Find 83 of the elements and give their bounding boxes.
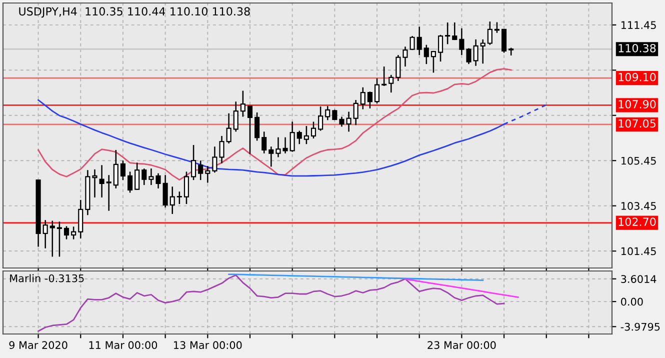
candlestick: [374, 78, 380, 104]
candlestick: [388, 74, 394, 94]
x-tick-label: 13 Mar 00:00: [174, 341, 242, 350]
candlestick: [254, 112, 260, 142]
candlestick: [205, 165, 210, 184]
candlestick: [473, 38, 478, 66]
candlestick: [424, 44, 429, 65]
y-tick-label: 0.00: [621, 298, 643, 306]
candlestick: [325, 105, 330, 121]
candlestick: [233, 100, 238, 132]
y-tick-label: 105.45: [621, 156, 656, 165]
y-tick-label: 3.6014: [621, 275, 656, 283]
candlestick: [353, 99, 358, 126]
candlestick: [445, 22, 450, 45]
candlestick: [480, 38, 486, 64]
candlestick: [78, 199, 84, 240]
candlestick: [367, 91, 372, 109]
candlestick: [148, 168, 154, 186]
candlestick: [430, 50, 436, 74]
candlestick: [459, 28, 464, 56]
candlestick: [142, 168, 147, 186]
candlestick: [42, 219, 48, 249]
candlestick: [247, 105, 253, 155]
y-tick-label: -3.9795: [620, 322, 660, 331]
candlestick: [487, 20, 492, 46]
candlestick: [71, 226, 76, 240]
candlestick: [346, 111, 352, 132]
candlestick: [156, 172, 161, 190]
candlestick: [410, 35, 415, 51]
ref-line-label: 107.05: [618, 119, 656, 128]
candlestick: [296, 130, 302, 145]
candlestick: [106, 174, 112, 212]
x-tick-label: 11 Mar 00:00: [89, 341, 158, 350]
candlestick: [282, 136, 288, 154]
candlestick: [176, 190, 182, 205]
candlestick: [240, 90, 246, 118]
candlestick: [402, 46, 408, 68]
candlestick: [502, 28, 507, 54]
chart-title: USDJPY,H4 110.35 110.44 110.10 110.38: [19, 7, 250, 18]
ref-line-label: 110.38: [618, 44, 656, 52]
y-tick-label: 101.45: [621, 247, 656, 256]
candlestick: [310, 121, 316, 140]
candlestick: [92, 168, 98, 198]
candlestick: [134, 162, 140, 191]
candlestick: [276, 136, 281, 158]
x-tick-label: 23 Mar 00:00: [428, 341, 496, 350]
candlestick: [304, 125, 309, 145]
y-tick-label: 111.45: [621, 21, 656, 30]
candlestick: [466, 48, 472, 65]
y-tick-label: 103.45: [621, 202, 656, 210]
candlestick: [191, 144, 196, 181]
candlestick: [170, 186, 175, 215]
candlestick: [113, 149, 118, 190]
candlestick: [318, 106, 324, 132]
candlestick: [416, 26, 422, 56]
candlestick: [360, 86, 366, 110]
candlestick: [438, 34, 444, 62]
candlestick: [268, 146, 274, 168]
annotation: Marlin -0.3135: [10, 274, 84, 282]
candlestick: [212, 146, 218, 174]
candlestick: [382, 66, 387, 87]
ref-line-label: 109.10: [618, 72, 656, 82]
candlestick: [64, 226, 70, 240]
candlestick: [198, 160, 204, 181]
candlestick: [50, 220, 55, 258]
candlestick: [99, 164, 104, 198]
candlestick: [396, 54, 401, 82]
candlestick: [120, 160, 126, 181]
candlestick: [494, 22, 500, 34]
line-series: [404, 278, 519, 298]
candlestick: [219, 135, 224, 164]
candlestick: [339, 116, 344, 128]
ref-line-label: 102.70: [618, 218, 656, 226]
candlestick: [56, 221, 62, 258]
candlestick: [184, 171, 190, 205]
ref-line-label: 107.90: [618, 100, 656, 108]
candlestick: [452, 22, 458, 41]
candlestick: [290, 121, 295, 152]
x-tick-label: 9 Mar 2020: [9, 341, 68, 350]
candlestick: [127, 171, 133, 194]
candlestick: [226, 112, 232, 144]
candlestick: [262, 131, 267, 154]
candlestick: [162, 174, 168, 208]
